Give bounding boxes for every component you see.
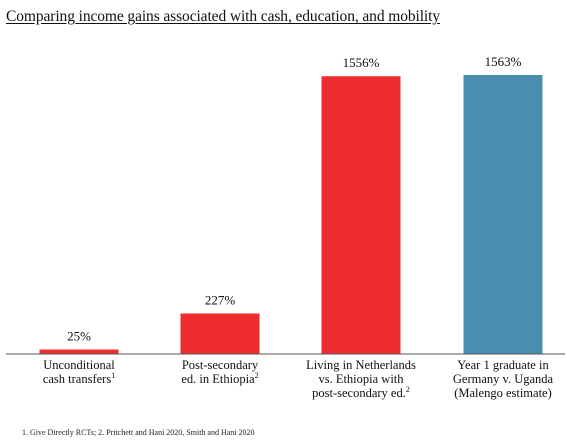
footnote-marker: 2: [254, 371, 259, 380]
bar-1: [39, 349, 119, 354]
category-label-line: (Malengo estimate): [454, 386, 552, 400]
chart-title: Comparing income gains associated with c…: [6, 8, 440, 25]
bar-4: [463, 75, 543, 354]
category-label-1: Unconditional cash transfers1: [13, 358, 145, 386]
bar-3: [321, 76, 401, 355]
category-label-2: Post-secondary ed. in Ethiopia2: [154, 358, 286, 386]
category-label-4: Year 1 graduate in Germany v. Uganda (Male…: [437, 358, 567, 400]
category-label-line: ed. in Ethiopia2: [181, 371, 259, 387]
value-label-1: 25%: [67, 329, 91, 344]
category-label-line: Unconditional: [43, 358, 115, 372]
category-label-line: Living in Netherlands: [306, 358, 416, 372]
category-label-line: vs. Ethiopia with: [318, 372, 404, 386]
category-label-line: Post-secondary: [181, 358, 259, 372]
category-label-line: Year 1 graduate in: [457, 358, 549, 372]
category-label-line: Germany v. Uganda: [452, 372, 554, 386]
category-label-3: Living in Netherlands vs. Ethiopia with po…: [295, 358, 427, 400]
value-label-4: 1563%: [485, 54, 522, 69]
footnote: 1. Give Directly RCTs; 2. Pritchett and …: [22, 428, 255, 437]
bar-2: [180, 313, 260, 354]
category-label-line: post-secondary ed.2: [312, 385, 410, 401]
footnote-marker: 2: [405, 385, 410, 394]
category-label-line: cash transfers1: [42, 371, 116, 387]
value-label-3: 1556%: [343, 55, 380, 70]
footnote-marker: 1: [111, 371, 116, 380]
value-label-2: 227%: [205, 292, 236, 307]
